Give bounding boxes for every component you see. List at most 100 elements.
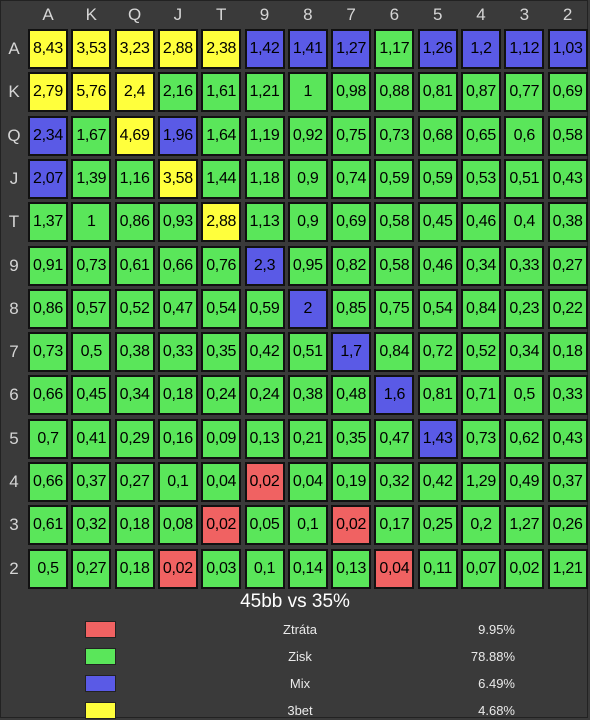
hand-cell: 0,59 [417,158,458,199]
hand-cell: 0,22 [547,288,588,329]
hand-cell: 0,23 [504,288,545,329]
hand-cell: 1,29 [461,462,501,502]
hand-cell: 0,98 [331,72,372,113]
hand-cell: 0,19 [331,462,372,502]
hand-cell: 0,13 [244,418,285,459]
hand-cell: 0,58 [374,245,415,286]
hand-cell: 0,37 [547,462,588,502]
hand-cell: 0,45 [71,375,112,416]
row-label: 6 [9,385,19,405]
hand-cell: 2,79 [28,72,68,113]
hand-cell: 1,96 [157,115,198,156]
legend-percent: 6.49% [478,676,515,691]
hand-cell: 0,84 [461,288,501,329]
hand-cell: 0,58 [374,202,415,243]
row-label: 7 [9,342,19,362]
row-label: 4 [9,472,19,491]
row-label: 3 [9,515,19,535]
hand-cell: 0,5 [504,375,545,416]
hand-cell: 1,18 [244,158,285,199]
hand-cell: 0,61 [28,505,68,546]
hand-cell: 0,65 [461,115,501,156]
hand-cell: 1,26 [417,29,458,69]
hand-cell: 0,42 [417,462,458,502]
hand-cell: 0,42 [244,332,285,373]
row-label: T [8,212,20,232]
hand-cell: 0,66 [28,462,68,502]
hand-cell: 0,71 [461,375,501,416]
column-label: 9 [259,5,270,24]
hand-cell: 0,51 [504,158,545,199]
hand-cell: 0,09 [201,418,242,459]
hand-cell: 0,14 [287,548,328,589]
hand-cell: 0,24 [244,375,285,416]
hand-cell: 0,18 [547,332,588,373]
legend-label: Mix [289,676,311,691]
legend-swatch [85,621,116,638]
hand-cell: 0,69 [331,202,372,243]
hand-cell: 0,33 [157,332,198,373]
hand-cell: 1,61 [201,72,242,113]
hand-cell: 0,5 [28,548,68,589]
hand-cell: 0,43 [547,158,588,199]
legend-percent: 9.95% [478,622,515,637]
hand-cell: 0,86 [28,288,68,329]
hand-cell: 0,33 [504,245,545,286]
hand-cell: 0,02 [331,505,372,546]
hand-cell: 0,92 [287,115,328,156]
row-label: 8 [9,298,19,318]
hand-cell: 0,81 [417,375,458,416]
hand-cell: 1,43 [417,418,458,459]
hand-cell: 0,85 [331,288,372,329]
hand-cell: 0,33 [547,375,588,416]
hand-cell: 0,17 [374,505,415,546]
hand-cell: 0,84 [374,332,415,373]
hand-cell: 0,66 [157,245,198,286]
row-label: K [8,82,20,102]
chart-title: 45bb vs 35% [240,591,350,612]
hand-cell: 2,88 [157,29,198,69]
hand-cell: 0,52 [114,288,155,329]
legend-label: Ztráta [283,622,317,637]
hand-cell: 0,24 [201,375,242,416]
hand-cell: 1,19 [244,115,285,156]
hand-cell: 0,1 [244,548,285,589]
hand-cell: 0,75 [331,115,372,156]
hand-cell: 0,04 [287,462,328,502]
hand-cell: 1,44 [201,158,242,199]
hand-cell: 0,08 [157,505,198,546]
hand-cell: 0,47 [157,288,198,329]
hand-cell: 0,32 [71,505,112,546]
legend-swatch [85,648,116,665]
hand-cell: 0,03 [201,548,242,589]
hand-cell: 0,62 [504,418,545,459]
column-label: 2 [562,5,573,24]
column-label: J [173,5,183,24]
hand-cell: 0,69 [547,72,588,113]
hand-cell: 2,4 [114,72,155,113]
hand-cell: 0,32 [374,462,415,502]
row-label: 2 [9,558,19,578]
hand-cell: 0,1 [157,462,198,502]
column-label: A [42,5,54,24]
hand-cell: 1,21 [547,548,588,589]
hand-cell: 0,02 [201,505,242,546]
hand-cell: 0,43 [547,418,588,459]
hand-cell: 0,02 [504,548,545,589]
hand-cell: 0,77 [504,72,545,113]
hand-cell: 0,75 [374,288,415,329]
hand-cell: 0,72 [417,332,458,373]
hand-cell: 1,37 [28,202,68,243]
hand-cell: 0,16 [157,418,198,459]
hand-cell: 0,73 [374,115,415,156]
hand-cell: 0,93 [157,202,198,243]
hand-cell: 2,88 [201,202,242,243]
hand-cell: 0,27 [547,245,588,286]
row-label: 9 [9,255,19,275]
hand-cell: 0,18 [114,505,155,546]
hand-cell: 0,26 [547,505,588,546]
hand-cell: 1,27 [331,29,372,69]
hand-cell: 3,23 [114,29,155,69]
hand-cell: 0,04 [374,548,415,589]
hand-cell: 0,53 [461,158,501,199]
